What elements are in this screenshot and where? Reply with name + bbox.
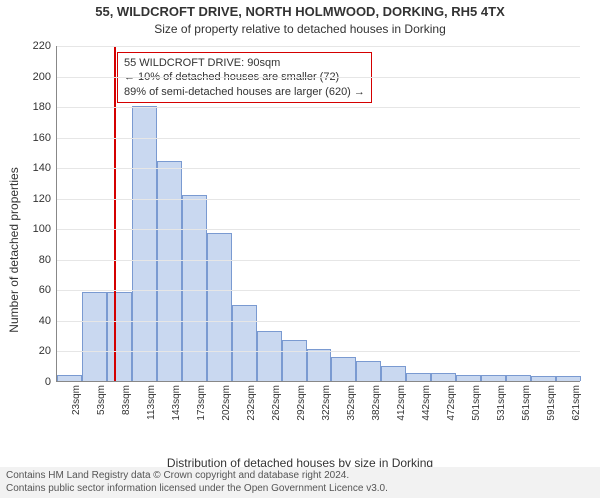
y-tick-label: 100 [33,223,57,235]
gridline [57,260,580,261]
histogram-bar [182,195,207,381]
y-tick-label: 180 [33,101,57,113]
footer-attribution: Contains HM Land Registry data © Crown c… [0,467,600,498]
x-tick-label: 382sqm [369,381,382,421]
gridline [57,138,580,139]
histogram-bar [331,357,356,381]
x-tick-label: 621sqm [569,381,582,421]
gridline [57,199,580,200]
x-tick-label: 561sqm [519,381,532,421]
x-tick-label: 472sqm [444,381,457,421]
y-axis-label: Number of detached properties [7,167,21,332]
x-tick-label: 113sqm [144,381,157,420]
histogram-bar [207,233,232,381]
gridline [57,77,580,78]
y-tick-label: 20 [39,345,57,357]
y-tick-label: 200 [33,71,57,83]
histogram-bar [82,292,107,381]
x-tick-label: 232sqm [244,381,257,421]
histogram-bar [132,106,157,381]
x-tick-label: 591sqm [544,381,557,421]
histogram-bar [431,373,456,381]
histogram-bar [356,361,381,381]
histogram-bar [381,366,406,381]
histogram-plot-area: 55 WILDCROFT DRIVE: 90sqm ← 10% of detac… [56,46,580,382]
footer-line-1: Contains HM Land Registry data © Crown c… [6,470,594,483]
gridline [57,321,580,322]
x-tick-label: 83sqm [119,381,132,415]
x-tick-label: 173sqm [194,381,207,421]
x-tick-label: 531sqm [494,381,507,421]
gridline [57,107,580,108]
y-tick-label: 80 [39,254,57,266]
histogram-bar [232,305,257,381]
x-tick-label: 442sqm [419,381,432,421]
y-tick-label: 40 [39,315,57,327]
histogram-bar [257,331,282,381]
x-tick-label: 352sqm [344,381,357,421]
x-tick-label: 412sqm [394,381,407,421]
x-tick-label: 53sqm [94,381,107,415]
histogram-bar [406,373,431,381]
x-tick-label: 23sqm [69,381,82,415]
gridline [57,229,580,230]
y-tick-label: 220 [33,40,57,52]
y-tick-label: 140 [33,162,57,174]
histogram-bar [107,292,132,381]
chart-title-line2: Size of property relative to detached ho… [0,22,600,36]
gridline [57,351,580,352]
x-tick-label: 501sqm [469,381,482,421]
histogram-bar [307,349,332,381]
annotation-line-3: 89% of semi-detached houses are larger (… [124,85,365,99]
x-tick-label: 202sqm [219,381,232,421]
y-tick-label: 120 [33,193,57,205]
histogram-bar [157,161,182,381]
annotation-line-1: 55 WILDCROFT DRIVE: 90sqm [124,56,365,70]
y-tick-label: 60 [39,284,57,296]
histogram-bar [282,340,307,381]
footer-line-2: Contains public sector information licen… [6,483,594,496]
x-tick-label: 143sqm [169,381,182,421]
gridline [57,290,580,291]
x-tick-label: 322sqm [319,381,332,421]
y-tick-label: 160 [33,132,57,144]
x-tick-label: 292sqm [294,381,307,421]
gridline [57,46,580,47]
chart-title-line1: 55, WILDCROFT DRIVE, NORTH HOLMWOOD, DOR… [0,4,600,19]
y-tick-label: 0 [45,376,57,388]
gridline [57,168,580,169]
x-tick-label: 262sqm [269,381,282,421]
